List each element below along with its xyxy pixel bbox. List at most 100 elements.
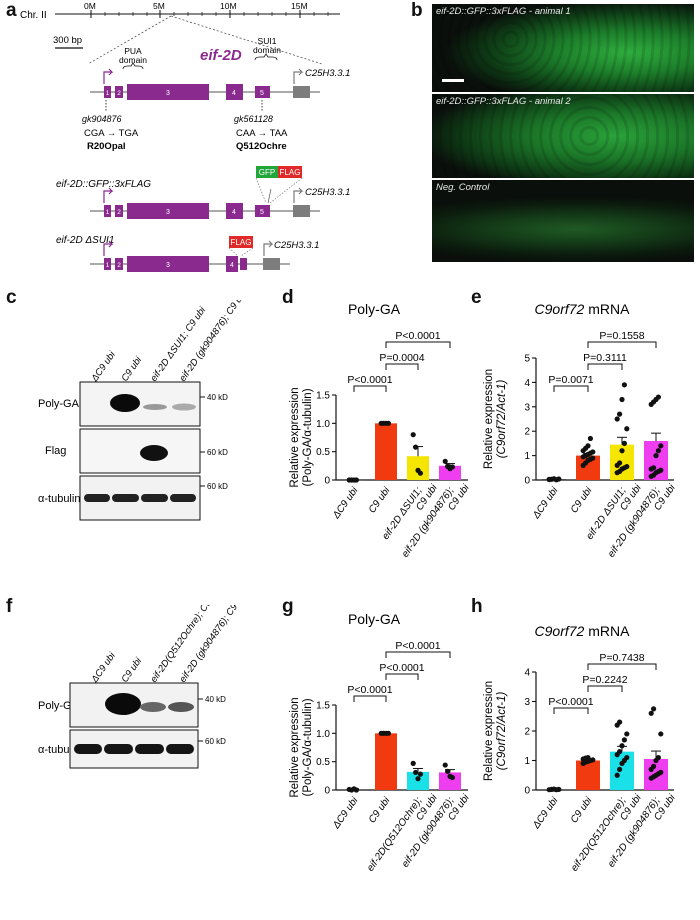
chr-tick-2: 10M [220,1,237,11]
lane-label-c-2: C9 ubi [119,354,144,384]
data-point [442,458,448,464]
p-value-label: P=0.0004 [379,352,424,364]
y-tick-label: 5 [524,354,530,365]
y-tick-label: 4 [524,668,530,679]
data-point [655,754,661,761]
gene-model-wildtype: 1 2 3 4 5 C25H3.3.1 [90,68,350,112]
svg-text:3: 3 [166,262,170,269]
p-value-label: P<0.0001 [347,374,392,386]
y-tick-label: 0 [524,786,530,797]
bar [439,772,461,790]
p-value-label: P<0.0001 [395,330,440,342]
panel-label-e: e [471,287,482,308]
comparison-bracket [385,363,419,370]
y-tick-label: 1.5 [316,391,330,402]
chromosome-label: Chr. II [20,10,47,21]
allele-2-name: gk561128 [234,114,273,124]
chart-g-polyga: Poly-GA Relative expression(Poly-GA/α-tub… [289,611,472,874]
y-tick-label: 2 [524,727,530,738]
construct-1-label: eif-2D::GFP::3xFLAG [56,179,151,190]
svg-text:5: 5 [260,209,264,216]
y-axis-label: Relative expression(C9orf72/Act-1) [483,369,508,469]
data-point [621,440,627,446]
y-tick-label: 2 [524,427,530,438]
data-point [651,706,657,712]
data-point [442,762,448,768]
comparison-bracket [587,685,623,692]
p-value-label: P<0.0001 [395,640,440,652]
gfp-tag [256,166,278,178]
data-point [617,766,623,772]
y-axis-label: Relative expression(Poly-GA/α-tubulin) [289,697,314,797]
chart-d-polyga: Poly-GA Relative expression(Poly-GA/α-tub… [289,301,472,560]
data-point [585,443,591,449]
y-tick-label: 3 [524,697,530,708]
comparison-bracket [553,707,589,714]
lane-label-c-1: ΔC9 ubi [89,349,119,385]
band-polyga-sui1 [143,404,167,410]
lane-label-c-4: eif-2D (gk904876); C9 ubi [177,300,249,384]
data-point [624,731,630,737]
data-point [353,787,359,793]
data-point [413,444,419,450]
y-tick-label: 1.0 [316,729,330,740]
chr-tick-3: 15M [291,1,308,11]
allele-1-name: gk904876 [82,114,122,124]
data-point [658,467,664,473]
data-point [621,737,627,743]
panel-label-f: f [6,596,13,617]
neighbor-gene-label: C25H3.3.1 [305,68,350,79]
gene-model-deletion: 1 2 3 4 C25H3.3.1 FLAG [90,236,319,272]
category-label: ΔC9 ubi [330,485,360,522]
svg-text:1: 1 [106,262,110,269]
svg-text:4: 4 [232,90,236,97]
scale-bar-label: 300 bp [53,35,82,46]
y-tick-label: 0.5 [316,447,330,458]
p-value-label: P=0.2242 [582,674,627,686]
svg-text:1: 1 [106,90,110,97]
panel-label-b: b [411,0,423,21]
band-polyga-c9 [110,394,140,412]
marker-c-3: 60 kD [207,482,228,491]
allele-2-aa: Q512Ochre [236,141,287,152]
data-point [617,411,623,417]
flag-tag-deletion [229,236,253,248]
svg-text:4: 4 [230,262,234,269]
comparison-bracket [385,673,419,680]
marker-f-1: 40 kD [205,695,226,704]
comparison-bracket [587,341,657,348]
svg-text:domain: domain [119,55,147,65]
data-point [449,774,455,781]
data-point [417,470,423,476]
chart-title: C9orf72 mRNA [535,301,631,317]
micro-scale-bar [442,79,464,82]
allele-1-aa: R20Opal [87,141,126,152]
lane-label-c-3: eif-2D ΔSUI1; C9 ubi [148,304,208,383]
data-point [417,771,423,777]
data-point [587,435,593,442]
panel-label-g: g [282,596,294,617]
p-value-label: P<0.0001 [379,662,424,674]
category-label: C9 ubi [367,795,393,826]
svg-text:FLAG: FLAG [231,238,252,247]
band-flag [140,445,168,461]
p-value-label: P=0.3111 [583,352,627,364]
svg-text:2: 2 [117,262,121,269]
row-label-f-polyga: Poly-GA [38,700,80,712]
y-axis-label: Relative expression(Poly-GA/α-tubulin) [289,387,314,487]
micrograph-negative-control: Neg. Control [432,180,694,262]
data-point [658,769,664,775]
western-blot-f: ΔC9 ubi C9 ubi eif-2D(Q512Ochre); C9 ubi… [38,605,249,769]
lane-label-f-4: eif-2D (gk904876); C9 ubi [177,605,249,685]
micrograph-caption-2: eif-2D::GFP::3xFLAG - animal 2 [436,96,571,107]
category-label: C9 ubi [569,485,595,516]
allele-1-change: CGA → TGA [84,128,139,139]
bar [375,733,397,790]
category-label: ΔC9 ubi [530,795,560,832]
bar [610,751,634,790]
data-point [614,772,620,778]
p-value-label: P<0.0001 [548,696,593,708]
data-point [410,760,416,766]
svg-text:GFP: GFP [259,168,275,177]
micrograph-caption-3: Neg. Control [436,182,490,193]
